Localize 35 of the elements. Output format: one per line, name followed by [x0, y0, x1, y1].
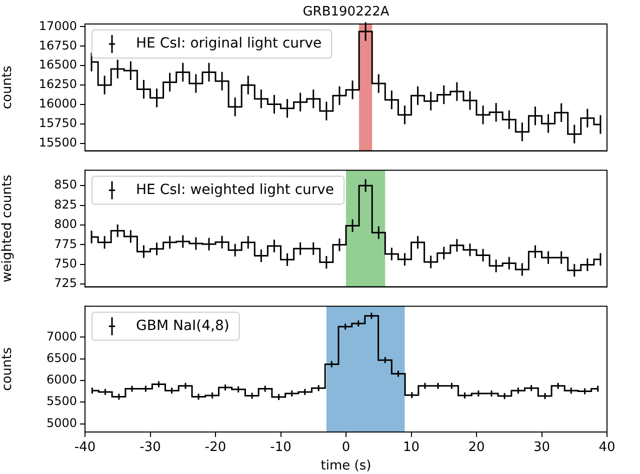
y-tick-label: 17000: [38, 18, 77, 33]
legend-label: GBM NaI(4,8): [136, 318, 230, 334]
y-tick-label: 775: [54, 236, 77, 251]
y-tick-label: 7000: [46, 329, 77, 344]
y-tick-label: 6500: [46, 350, 77, 365]
legend-label: HE CsI: weighted light curve: [136, 182, 334, 198]
x-tick-label: -20: [204, 440, 226, 456]
x-tick-label: -30: [140, 440, 161, 456]
x-tick-label: 0: [342, 440, 350, 456]
y-tick-label: 16500: [38, 58, 77, 72]
y-axis-title: counts: [0, 65, 16, 110]
y-tick-label: 16750: [38, 38, 77, 52]
y-axis-title: counts: [0, 347, 16, 391]
y-tick-label: 750: [54, 256, 77, 270]
y-tick-label: 16250: [38, 77, 77, 92]
x-tick-label: 20: [468, 440, 485, 456]
y-tick-label: 800: [54, 217, 77, 232]
x-tick-label: 30: [533, 440, 550, 456]
y-tick-label: 15750: [38, 116, 77, 130]
y-tick-label: 5000: [46, 416, 77, 430]
y-tick-label: 15500: [38, 136, 77, 150]
y-tick-label: 6000: [46, 372, 77, 387]
legend-label: HE CsI: original light curve: [136, 36, 322, 52]
x-tick-label: 10: [402, 440, 420, 456]
x-tick-label: -10: [270, 440, 292, 456]
y-tick-label: 725: [54, 276, 77, 290]
y-tick-label: 16000: [38, 96, 77, 111]
y-axis-title: weighted counts: [0, 174, 16, 282]
chart-title: GRB190222A: [302, 4, 390, 20]
y-tick-label: 850: [54, 178, 77, 192]
x-tick-label: 40: [598, 440, 616, 456]
y-tick-label: 825: [54, 197, 77, 212]
x-axis-title: time (s): [320, 458, 372, 474]
x-tick-label: -40: [74, 440, 96, 456]
y-tick-label: 5500: [46, 394, 77, 408]
